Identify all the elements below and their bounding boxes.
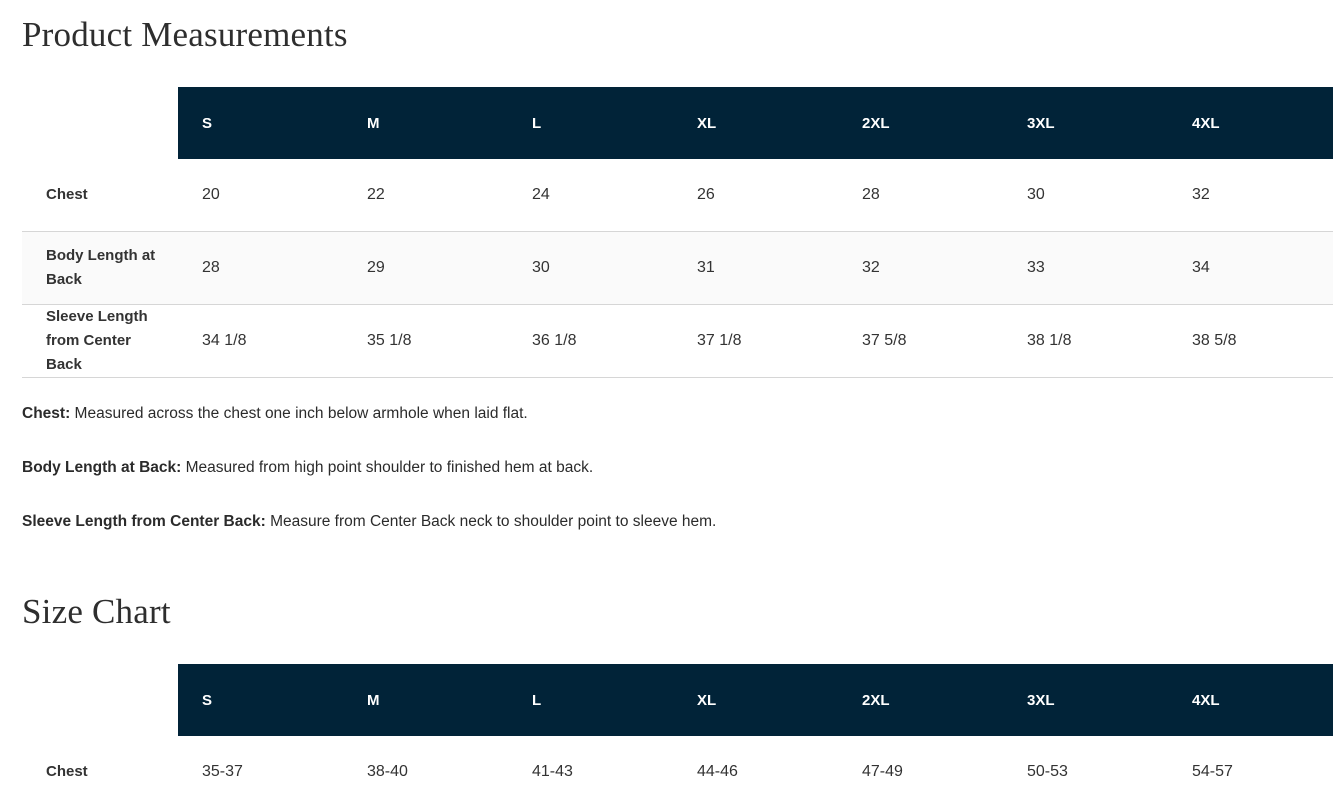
table-cell: 34 1/8	[178, 304, 343, 378]
table-cell: 54-57	[1192, 763, 1233, 780]
table-cell: 38 5/8	[1168, 304, 1333, 378]
measurements-table: S M L XL 2XL 3XL 4XL Chest 20 22 24 26 28 30 32 Body L…	[22, 87, 1333, 378]
size-chart-title: Size Chart	[22, 592, 171, 631]
table-cell: 50-53	[1027, 763, 1068, 780]
size-header-xl: XL	[673, 664, 838, 736]
row-label: Chest	[22, 159, 178, 232]
table-cell: 28	[838, 159, 1003, 232]
header-row: S M L XL 2XL 3XL 4XL	[22, 87, 1333, 159]
size-chart-table: S M L XL 2XL 3XL 4XL Chest 35-37 38-40 41-43 44-46…	[22, 664, 1333, 808]
size-header-m: M	[343, 664, 508, 736]
table-cell: 26	[673, 159, 838, 232]
table-row: Body Length at Back 28 29 30 31 32 33 34	[22, 231, 1333, 305]
product-measurements-title: Product Measurements	[22, 15, 348, 54]
table-row: Chest 20 22 24 26 28 30 32	[22, 159, 1333, 232]
corner-cell	[22, 87, 178, 159]
note-body-length: Body Length at Back: Measured from high …	[22, 459, 593, 477]
table-cell: 35 1/8	[343, 304, 508, 378]
table-cell: 30	[1003, 159, 1168, 232]
table-cell: 38-40	[367, 763, 408, 780]
note-term: Chest:	[22, 405, 71, 422]
table-cell: 37 5/8	[838, 304, 1003, 378]
row-label: Sleeve Length from Center Back	[22, 304, 178, 378]
table-cell: 30	[508, 231, 673, 305]
table-cell: 29	[343, 231, 508, 305]
corner-cell	[22, 664, 178, 736]
table-cell: 24	[508, 159, 673, 232]
table-row: Sleeve Length from Center Back 34 1/8 35 1…	[22, 304, 1333, 378]
table-cell: 34	[1168, 231, 1333, 305]
size-header-l: L	[508, 664, 673, 736]
table-cell: 44-46	[697, 763, 738, 780]
row-label: Body Length at Back	[22, 231, 178, 305]
size-header-4xl: 4XL	[1168, 664, 1333, 736]
table-cell: 38 1/8	[1003, 304, 1168, 378]
size-header-s: S	[178, 664, 343, 736]
note-text: Measured across the chest one inch below…	[70, 405, 528, 422]
note-term: Sleeve Length from Center Back:	[22, 513, 266, 530]
note-chest: Chest: Measured across the chest one inc…	[22, 405, 528, 423]
note-text: Measured from high point shoulder to fin…	[181, 459, 594, 476]
note-term: Body Length at Back:	[22, 459, 182, 476]
note-text: Measure from Center Back neck to shoulde…	[265, 513, 717, 530]
size-header-s: S	[178, 87, 343, 159]
table-cell: 37 1/8	[673, 304, 838, 378]
header-row: S M L XL 2XL 3XL 4XL	[22, 664, 1333, 736]
table-row: Chest 35-37 38-40 41-43 44-46 47-49 50-53 54-57	[22, 736, 1333, 808]
table-cell: 35-37	[202, 763, 243, 780]
table-cell: 31	[673, 231, 838, 305]
table-cell: 32	[1168, 159, 1333, 232]
size-header-xl: XL	[673, 87, 838, 159]
row-label: Chest	[46, 763, 88, 780]
table-cell: 32	[838, 231, 1003, 305]
table-cell: 36 1/8	[508, 304, 673, 378]
size-header-2xl: 2XL	[838, 664, 1003, 736]
size-header-2xl: 2XL	[838, 87, 1003, 159]
size-header-m: M	[343, 87, 508, 159]
size-header-3xl: 3XL	[1003, 87, 1168, 159]
size-header-3xl: 3XL	[1003, 664, 1168, 736]
size-header-l: L	[508, 87, 673, 159]
table-cell: 33	[1003, 231, 1168, 305]
table-cell: 47-49	[862, 763, 903, 780]
table-cell: 41-43	[532, 763, 573, 780]
table-cell: 28	[178, 231, 343, 305]
size-header-4xl: 4XL	[1168, 87, 1333, 159]
note-sleeve-length: Sleeve Length from Center Back: Measure …	[22, 513, 716, 531]
table-cell: 22	[343, 159, 508, 232]
table-cell: 20	[178, 159, 343, 232]
